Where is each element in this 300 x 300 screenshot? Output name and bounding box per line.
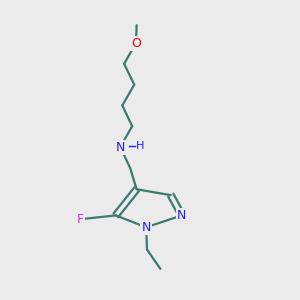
Text: N: N (116, 140, 125, 154)
Text: H: H (136, 141, 145, 151)
Text: F: F (76, 213, 84, 226)
Text: O: O (131, 37, 141, 50)
Text: N: N (177, 209, 187, 222)
Text: N: N (141, 221, 151, 234)
